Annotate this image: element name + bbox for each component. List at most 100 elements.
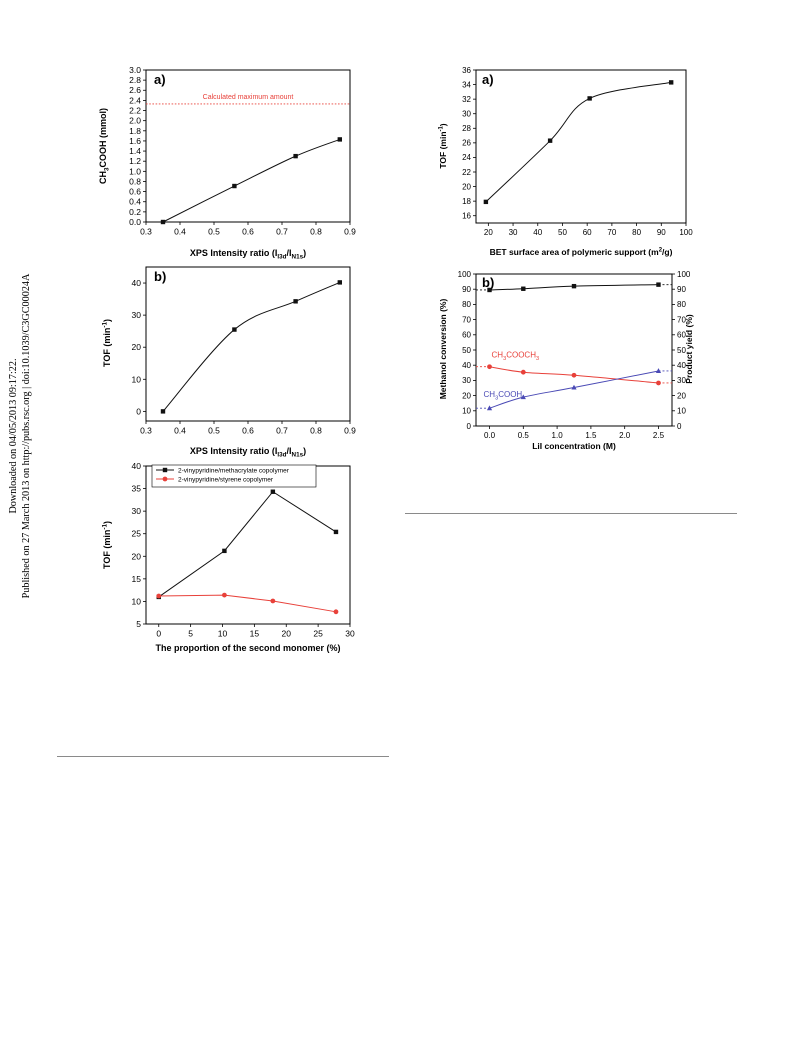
- x-tick-label: 0.3: [140, 426, 152, 436]
- x-tick-label: 20: [282, 629, 292, 639]
- data-point: [487, 287, 492, 293]
- y-tick-label: 5: [136, 619, 141, 629]
- y2-tick-label: 70: [677, 315, 686, 324]
- y-tick-label: 10: [132, 596, 142, 606]
- y-tick-label: 0: [136, 406, 141, 416]
- x-tick-label: 0.5: [518, 431, 530, 440]
- y-tick-label: 24: [462, 153, 471, 162]
- data-point: [487, 364, 492, 370]
- y-tick-label: 60: [462, 331, 471, 340]
- y-tick-label: 0.4: [129, 197, 141, 207]
- x-tick-label: 25: [313, 629, 323, 639]
- chart-xps-tof: 0.3 0.4 0.5 0.6 0.7 0.8 0.9 0 10 20 30 40 XPS Intens…: [101, 266, 356, 459]
- y-tick-label: 30: [462, 110, 471, 119]
- chart-bet-surface-tof: 20 30 40 50 60 70 80 90 100 16 18 20 22 24 26 28 30 32 34 3…: [438, 66, 693, 257]
- x-tick-label: 20: [484, 228, 493, 237]
- data-point: [486, 405, 493, 411]
- plot-frame: [475, 69, 687, 224]
- y2-tick-label: 30: [677, 376, 686, 385]
- y-tick-label: 2.6: [129, 85, 141, 95]
- legend-box: [151, 464, 317, 488]
- y2-tick-label: 90: [677, 285, 686, 294]
- data-point: [270, 489, 276, 494]
- data-point: [270, 598, 276, 604]
- legend-marker: [162, 476, 168, 482]
- y-tick-label: 22: [462, 168, 471, 177]
- y-tick-label: 30: [462, 376, 471, 385]
- x-tick-label: 0.8: [310, 227, 322, 237]
- legend-entry: 2-vinypyridine/methacrylate copolymer: [178, 468, 290, 475]
- x-axis-label: XPS Intensity ratio (II3d/IN1s): [190, 446, 306, 459]
- data-point: [232, 183, 237, 189]
- data-point: [571, 372, 577, 378]
- data-point: [156, 593, 162, 599]
- x-tick-label: 70: [607, 228, 616, 237]
- published-doi-line: Published on 27 March 2013 on http://pub…: [21, 273, 32, 599]
- series-line-1: [158, 594, 337, 613]
- y-tick-label: 2.2: [129, 106, 141, 116]
- data-point: [655, 368, 662, 373]
- data-point: [160, 219, 166, 225]
- data-point: [333, 609, 339, 615]
- x-tick-label: 0.5: [208, 426, 220, 436]
- reference-line-label: Calculated maximum amount: [203, 94, 294, 101]
- x-tick-label: 0.4: [174, 426, 186, 436]
- y2-tick-label: 60: [677, 331, 686, 340]
- y-tick-label: 0.8: [129, 176, 141, 186]
- x-tick-label: 0.7: [276, 426, 288, 436]
- y-tick-label: 40: [132, 278, 142, 288]
- y-tick-label: 50: [462, 346, 471, 355]
- x-tick-label: 0.9: [344, 227, 356, 237]
- panel-label: b): [154, 269, 166, 284]
- x-tick-label: 10: [218, 629, 228, 639]
- data-point: [232, 327, 237, 332]
- x-tick-label: 0.6: [242, 227, 254, 237]
- series-line-0: [489, 284, 659, 291]
- y2-tick-label: 100: [677, 270, 691, 279]
- data-point: [483, 199, 489, 205]
- x-tick-label: 1.5: [585, 431, 597, 440]
- data-point: [656, 380, 661, 386]
- series-line-0: [162, 281, 340, 412]
- y-axis-label: TOF (min-1): [101, 319, 112, 367]
- y-tick-label: 35: [132, 484, 142, 494]
- y-tick-label: 1.8: [129, 126, 141, 136]
- y-tick-label: 2.0: [129, 116, 141, 126]
- chart-monomer-proportion-tof: 0 5 10 15 20 25 30 5 10 15 20 25 30 35 40 The proportio…: [101, 461, 355, 653]
- chart-lii-concentration: 0.0 0.5 1.0 1.5 2.0 2.50102030405060708090100…: [438, 270, 694, 451]
- y2-tick-label: 0: [677, 422, 682, 431]
- x-tick-label: 100: [679, 228, 693, 237]
- series-line-1: [489, 366, 659, 384]
- right-column-rule: [405, 513, 737, 514]
- y-tick-label: 0.2: [129, 207, 141, 217]
- plot-frame: [145, 465, 351, 625]
- y-axis-label: TOF (min-1): [101, 521, 112, 569]
- x-axis-label: The proportion of the second monomer (%): [156, 643, 341, 653]
- y-tick-label: 20: [462, 391, 471, 400]
- data-point: [520, 369, 526, 375]
- y2-tick-label: 40: [677, 361, 686, 370]
- data-point: [547, 138, 553, 143]
- plot-frame: [145, 69, 351, 223]
- y-tick-label: 100: [458, 270, 472, 279]
- series-label-1: CH3COOCH3: [492, 351, 540, 362]
- x-tick-label: 15: [250, 629, 260, 639]
- y2-tick-label: 50: [677, 346, 686, 355]
- x-tick-label: 60: [583, 228, 592, 237]
- y-tick-label: 16: [462, 212, 471, 221]
- x-tick-label: 5: [188, 629, 193, 639]
- y-tick-label: 90: [462, 285, 471, 294]
- panel-label: a): [154, 72, 166, 87]
- y-tick-label: 70: [462, 315, 471, 324]
- legend: 2-vinypyridine/methacrylate copolymer 2-v…: [151, 464, 317, 488]
- x-tick-label: 50: [558, 228, 567, 237]
- x-tick-label: 90: [657, 228, 666, 237]
- chart-xps-acetic-acid: 0.3 0.4 0.5 0.6 0.7 0.8 0.90.00.20.40.60.81.01…: [98, 65, 356, 261]
- y-tick-label: 0.6: [129, 187, 141, 197]
- y-tick-label: 20: [462, 182, 471, 191]
- y-tick-label: 34: [462, 80, 471, 89]
- x-tick-label: 0.5: [208, 227, 220, 237]
- data-point: [656, 282, 661, 287]
- x-tick-label: 0.7: [276, 227, 288, 237]
- x-tick-label: 0.8: [310, 426, 322, 436]
